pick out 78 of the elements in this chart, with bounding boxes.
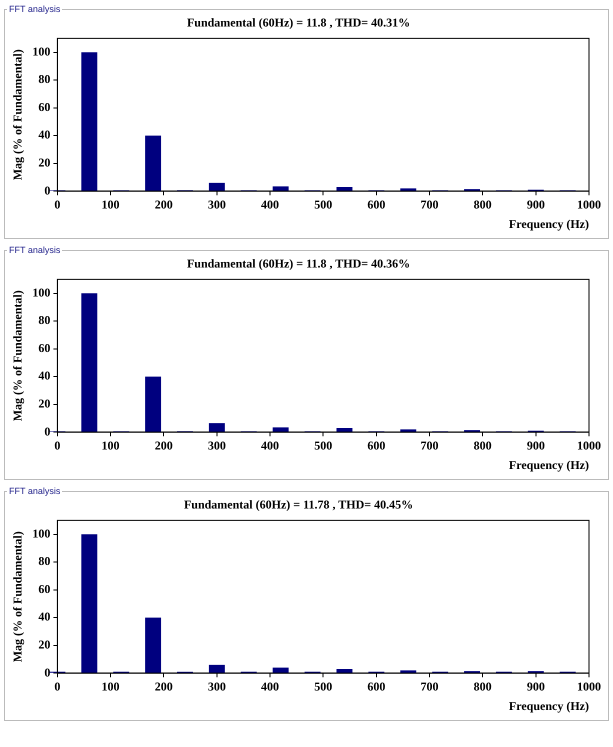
y-tick-label: 60	[38, 582, 50, 596]
y-tick-label: 80	[38, 313, 50, 328]
y-tick-label: 0	[44, 183, 50, 198]
y-tick-label: 0	[44, 665, 50, 680]
x-tick-label: 0	[54, 438, 60, 452]
y-tick-label: 20	[38, 638, 50, 652]
x-tick-label: 100	[102, 679, 120, 694]
y-tick-label: 40	[38, 128, 50, 142]
x-tick-label: 300	[208, 438, 226, 452]
y-tick-label: 0	[44, 424, 50, 438]
x-axis-title: Frequency (Hz)	[508, 216, 589, 231]
x-tick-label: 700	[420, 438, 439, 452]
bar	[272, 427, 289, 432]
x-tick-label: 300	[208, 197, 226, 212]
bar	[336, 187, 352, 191]
x-tick-label: 200	[154, 197, 173, 212]
x-tick-label: 300	[208, 679, 226, 694]
y-tick-label: 100	[32, 44, 50, 58]
bar	[81, 293, 98, 432]
x-tick-label: 500	[314, 197, 332, 212]
bar	[145, 618, 162, 673]
x-tick-label: 0	[54, 679, 60, 694]
x-tick-label: 900	[526, 679, 545, 694]
y-tick-label: 100	[32, 285, 50, 300]
y-tick-label: 80	[38, 554, 50, 568]
text: FFT analysis	[8, 245, 62, 255]
y-axis-title: Mag (% of Fundamental)	[10, 49, 24, 180]
x-tick-label: 100	[102, 197, 120, 212]
y-axis-title: Mag (% of Fundamental)	[10, 531, 24, 662]
bar	[81, 52, 98, 191]
y-tick-label: 60	[38, 340, 50, 355]
x-tick-label: 1000	[577, 679, 601, 694]
x-tick-label: 200	[154, 679, 173, 694]
chart-title: Fundamental (60Hz) = 11.78 , THD= 40.45%	[184, 497, 414, 512]
x-tick-label: 500	[314, 679, 332, 694]
x-tick-label: 900	[526, 197, 545, 212]
x-tick-label: 100	[102, 438, 120, 452]
bar	[81, 534, 98, 673]
x-tick-label: 1000	[577, 197, 601, 212]
y-tick-label: 20	[38, 156, 50, 170]
bar	[208, 423, 225, 432]
y-tick-label: 100	[32, 526, 50, 540]
bar	[272, 668, 289, 673]
bar	[208, 182, 225, 191]
y-tick-label: 20	[38, 396, 50, 411]
y-tick-label: 80	[38, 72, 50, 86]
x-tick-label: 200	[154, 438, 173, 452]
x-tick-label: 700	[420, 679, 439, 694]
x-tick-label: 0	[54, 197, 60, 212]
x-tick-label: 900	[526, 438, 545, 452]
text: FFT analysis	[8, 486, 62, 496]
x-tick-label: 400	[261, 438, 280, 452]
x-tick-label: 600	[367, 197, 386, 212]
x-tick-label: 800	[474, 438, 492, 452]
x-tick-label: 800	[474, 679, 492, 694]
y-tick-label: 40	[38, 610, 50, 624]
y-tick-label: 40	[38, 368, 50, 383]
bar	[145, 376, 162, 432]
x-tick-label: 1000	[577, 438, 601, 452]
bar	[145, 136, 162, 191]
x-tick-label: 700	[420, 197, 439, 212]
x-tick-label: 400	[261, 679, 280, 694]
chart-title: Fundamental (60Hz) = 11.8 , THD= 40.31%	[186, 15, 410, 30]
x-tick-label: 500	[314, 438, 332, 452]
text: FFT analysis	[8, 4, 62, 14]
bar	[336, 428, 352, 432]
x-tick-label: 600	[367, 438, 386, 452]
x-tick-label: 400	[261, 197, 280, 212]
x-axis-title: Frequency (Hz)	[508, 458, 589, 472]
x-tick-label: 600	[367, 679, 386, 694]
bar	[336, 669, 352, 673]
x-tick-label: 800	[474, 197, 492, 212]
x-axis-title: Frequency (Hz)	[508, 698, 589, 713]
chart-title: Fundamental (60Hz) = 11.8 , THD= 40.36%	[186, 256, 410, 270]
y-axis-title: Mag (% of Fundamental)	[10, 290, 24, 422]
bar	[272, 186, 289, 191]
y-tick-label: 60	[38, 100, 50, 114]
bar	[208, 664, 225, 673]
